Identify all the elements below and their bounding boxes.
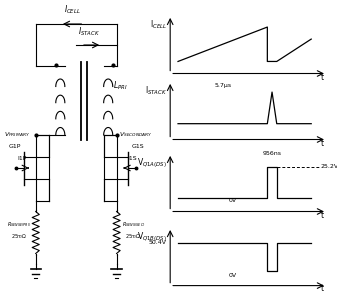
- Text: 0V: 0V: [229, 273, 237, 278]
- Text: $R_{SENS(SEC)}$: $R_{SENS(SEC)}$: [122, 221, 145, 230]
- Text: $I_{CELL}$: $I_{CELL}$: [64, 3, 81, 16]
- Text: t: t: [320, 139, 324, 148]
- Text: G1S: G1S: [131, 145, 144, 149]
- Text: $V_{SECONDARY}$: $V_{SECONDARY}$: [119, 130, 153, 140]
- Text: V$_{Q1A(DS)}$: V$_{Q1A(DS)}$: [137, 156, 167, 170]
- Text: $R_{SENSE(PRI)}$: $R_{SENSE(PRI)}$: [7, 221, 32, 230]
- Text: t: t: [320, 211, 324, 220]
- Text: 5.7μs: 5.7μs: [214, 83, 231, 88]
- Text: I1P: I1P: [17, 156, 27, 161]
- Text: I1S: I1S: [127, 156, 137, 161]
- Text: 50.4V: 50.4V: [149, 240, 167, 245]
- Text: I$_{CELL}$: I$_{CELL}$: [150, 18, 167, 31]
- Text: V$_{Q1B(DS)}$: V$_{Q1B(DS)}$: [137, 230, 167, 244]
- Text: 0V: 0V: [229, 198, 237, 203]
- Text: G1P: G1P: [8, 145, 21, 149]
- Text: $25m\Omega$: $25m\Omega$: [125, 232, 142, 241]
- Text: I$_{STACK}$: I$_{STACK}$: [145, 84, 167, 97]
- Text: 25.2V: 25.2V: [320, 164, 337, 169]
- Text: 956ns: 956ns: [263, 151, 281, 156]
- Text: $I_{STACK}$: $I_{STACK}$: [78, 26, 100, 38]
- Text: $L_{PRI}$: $L_{PRI}$: [113, 80, 127, 92]
- Text: $V_{PRIMARY}$: $V_{PRIMARY}$: [4, 130, 30, 140]
- Text: t: t: [320, 74, 324, 82]
- Text: $25m\Omega$: $25m\Omega$: [11, 232, 28, 241]
- Text: t: t: [320, 284, 324, 293]
